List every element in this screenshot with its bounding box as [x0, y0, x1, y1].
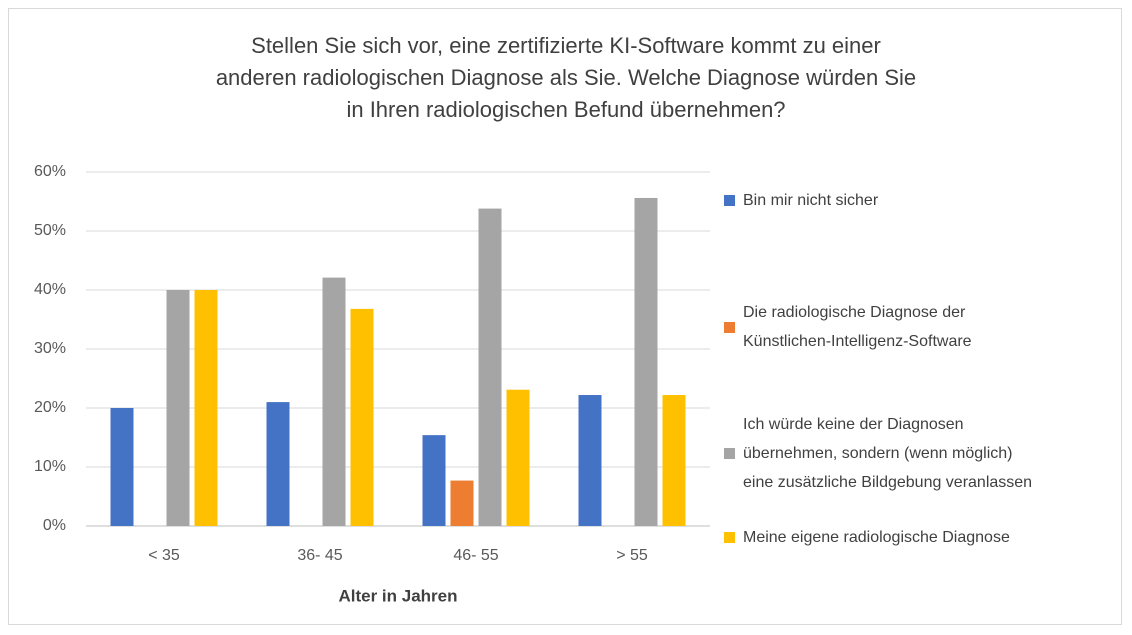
y-tick-label: 0% — [43, 517, 66, 534]
x-tick-label: > 55 — [616, 547, 648, 564]
x-tick-label: < 35 — [148, 547, 180, 564]
legend-entry: Bin mir nicht sicher — [724, 186, 878, 215]
x-tick-label: 46- 55 — [453, 547, 498, 564]
legend-entry: Meine eigene radiologische Diagnose — [724, 523, 1010, 552]
y-tick-label: 60% — [34, 163, 66, 180]
y-tick-label: 40% — [34, 281, 66, 298]
legend-entry: Die radiologische Diagnose der Künstlich… — [724, 298, 972, 356]
bar — [166, 290, 190, 526]
bar — [110, 408, 134, 526]
bar — [506, 389, 530, 526]
x-axis-label: Alter in Jahren — [338, 586, 457, 605]
legend-label: Meine eigene radiologische Diagnose — [743, 528, 1010, 546]
bar — [422, 435, 446, 526]
bar — [578, 395, 602, 526]
legend-swatch — [724, 531, 735, 543]
bar — [450, 480, 474, 526]
bar — [478, 208, 502, 526]
bar — [266, 402, 290, 526]
bar — [194, 290, 218, 526]
bar — [634, 197, 658, 526]
legend-entry: Ich würde keine der Diagnosen übernehmen… — [724, 410, 1032, 497]
bar — [322, 277, 346, 526]
legend-label: Bin mir nicht sicher — [743, 191, 879, 209]
y-tick-label: 10% — [34, 458, 66, 475]
x-tick-label: 36- 45 — [297, 547, 342, 564]
legend-swatch — [724, 321, 735, 333]
legend-label: Ich würde keine der Diagnosen übernehmen… — [743, 415, 1033, 491]
legend-swatch — [724, 194, 735, 206]
bar — [662, 395, 686, 526]
chart-title: Stellen Sie sich vor, eine zertifizierte… — [215, 33, 917, 122]
legend-label: Die radiologische Diagnose der Künstlich… — [743, 304, 972, 350]
y-tick-label: 30% — [34, 340, 66, 357]
legend-swatch — [724, 447, 735, 459]
chart-frame — [8, 8, 1122, 625]
bar — [350, 308, 374, 526]
y-tick-label: 20% — [34, 399, 66, 416]
y-tick-label: 50% — [34, 222, 66, 239]
